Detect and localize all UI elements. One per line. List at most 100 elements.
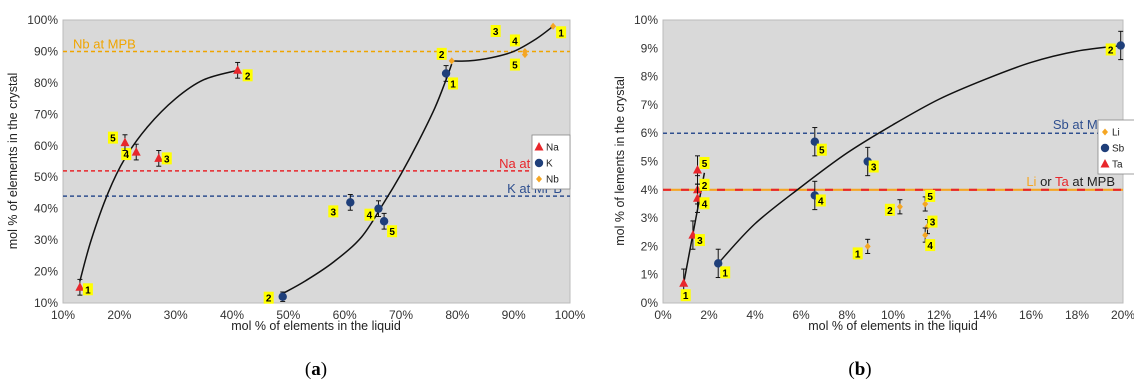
point-label: 1 [683, 291, 689, 302]
y-tick-label: 5% [641, 155, 659, 169]
point-label-bg [925, 189, 936, 202]
legend-label: Sb [1112, 144, 1125, 155]
point-label: 3 [331, 207, 337, 218]
point-label-bg [556, 26, 567, 39]
point-label: 3 [164, 154, 170, 165]
y-tick-label: 10% [34, 296, 58, 310]
point-label: 4 [702, 199, 708, 210]
x-tick-label: 50% [276, 308, 300, 322]
point-label: 2 [887, 206, 893, 217]
data-point-sb [714, 259, 723, 268]
y-tick-label: 6% [641, 126, 659, 140]
point-label: 1 [450, 79, 456, 90]
x-tick-label: 16% [1019, 308, 1043, 322]
point-label-bg [448, 77, 459, 90]
data-point-k [379, 217, 389, 226]
trend-curve [282, 63, 453, 295]
point-label-bg [107, 131, 118, 144]
legend-marker-li [1102, 128, 1108, 136]
x-tick-label: 40% [220, 308, 244, 322]
point-label: 2 [266, 294, 272, 305]
x-tick-label: 30% [164, 308, 188, 322]
legend-label: Li [1112, 128, 1120, 139]
point-label-bg [121, 148, 132, 161]
y-axis-label-b: mol % of lements in the crystal [613, 76, 627, 246]
caption-a: (a) [305, 359, 327, 380]
y-tick-label: 100% [27, 13, 58, 27]
x-tick-label: 70% [389, 308, 413, 322]
point-label: 5 [819, 146, 825, 157]
point-label: 1 [558, 28, 564, 39]
point-label: 5 [110, 134, 116, 145]
point-label: 3 [930, 218, 936, 229]
point-label: 3 [697, 236, 703, 247]
point-label: 1 [722, 268, 728, 279]
point-label-bg [161, 152, 172, 165]
point-label-bg [436, 47, 447, 60]
y-tick-label: 0% [641, 296, 659, 310]
point-label: 2 [702, 181, 708, 192]
x-tick-label: 10% [881, 308, 905, 322]
point-label-bg [387, 225, 398, 238]
point-label-bg [868, 160, 879, 173]
legend-label: K [546, 159, 553, 170]
y-tick-label: 8% [641, 70, 659, 84]
point-label-bg [242, 69, 253, 82]
point-label: 4 [512, 36, 518, 47]
point-label: 5 [389, 227, 395, 238]
y-tick-label: 3% [641, 211, 659, 225]
point-label: 4 [123, 150, 129, 161]
point-label-bg [82, 283, 93, 296]
x-tick-label: 100% [555, 308, 586, 322]
point-label-bg [884, 203, 895, 216]
data-point-na [233, 65, 243, 74]
x-tick-label: 90% [502, 308, 526, 322]
data-point-na [154, 153, 164, 162]
point-label: 5 [512, 61, 518, 72]
point-label: 5 [927, 192, 933, 203]
data-point-na [131, 147, 141, 156]
point-label: 5 [702, 159, 708, 170]
y-tick-label: 2% [641, 239, 659, 253]
x-tick-label: 8% [838, 308, 856, 322]
point-label-bg [699, 178, 710, 191]
y-tick-label: 80% [34, 76, 58, 90]
data-point-nb [521, 51, 528, 59]
data-point-nb [550, 22, 557, 30]
point-label: 2 [1108, 45, 1114, 56]
x-tick-label: 10% [51, 308, 75, 322]
point-label: 1 [85, 285, 91, 296]
legend-b: Li Sb Ta [1097, 119, 1134, 175]
point-label: 4 [927, 241, 933, 252]
x-tick-label: 6% [792, 308, 810, 322]
y-tick-label: 1% [641, 268, 659, 282]
point-label-bg [852, 247, 863, 260]
data-point-na [75, 282, 85, 291]
trend-curve [79, 69, 238, 282]
point-label-bg [694, 234, 705, 247]
point-label-bg [364, 208, 375, 221]
legend-a: Na K Nb [531, 134, 571, 190]
point-label-bg [925, 239, 936, 252]
y-tick-label: 7% [641, 98, 659, 112]
y-tick-label: 9% [641, 41, 659, 55]
point-label-bg [1105, 43, 1116, 56]
y-tick-label: 30% [34, 233, 58, 247]
point-label: 3 [871, 163, 877, 174]
plot-area-b [662, 19, 1124, 304]
legend-label: Na [546, 143, 559, 154]
x-tick-label: 0% [654, 308, 672, 322]
data-point-ta [693, 164, 702, 174]
point-label-bg [490, 25, 501, 38]
caption-b: (b) [848, 359, 871, 380]
y-axis-label-a: mol % of elements in the crystal [6, 73, 20, 249]
point-label-bg [263, 291, 274, 304]
data-point-li [922, 200, 929, 208]
point-label-bg [680, 289, 691, 302]
data-point-k [374, 204, 383, 213]
point-label-bg [927, 215, 938, 228]
point-label: 1 [855, 249, 861, 260]
point-label: 4 [818, 196, 824, 207]
point-label-bg [509, 58, 520, 71]
